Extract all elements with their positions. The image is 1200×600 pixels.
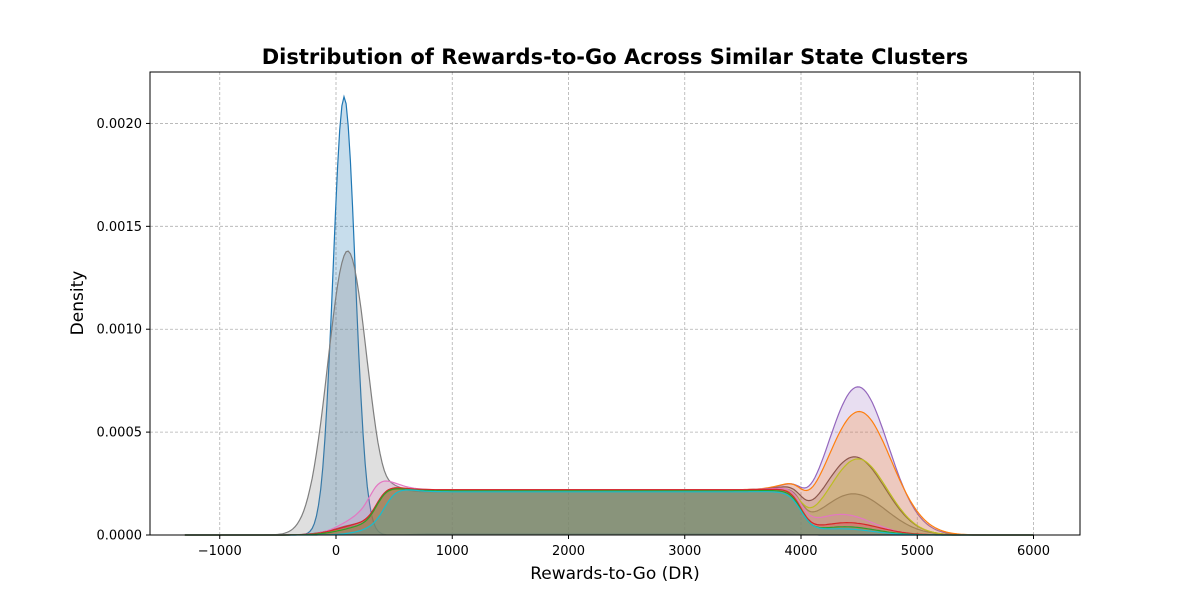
y-tick-label: 0.0010 [97,323,143,338]
kde-area-6 [184,481,1034,535]
y-axis-label: Density [68,271,88,336]
x-tick-label: 3000 [668,544,701,559]
y-tick-label: 0.0020 [97,117,143,132]
kde-area-1 [184,251,1034,535]
kde-area-2 [184,386,1034,535]
kde-line-8 [184,488,1034,536]
y-tick-label: 0.0015 [97,220,143,235]
kde-line-7 [184,487,1034,536]
kde-area-0 [184,96,1034,535]
kde-area-7 [184,487,1034,535]
kde-area-4 [184,456,1034,535]
chart-title: Distribution of Rewards-to-Go Across Sim… [262,45,969,69]
y-axis-ticks: 0.0000 0.0005 0.0010 0.0015 0.0020 [97,117,150,544]
kde-area-5 [184,458,1034,535]
x-tick-label: 4000 [784,544,817,559]
kde-area-9 [184,490,1034,535]
kde-area-3 [184,411,1034,535]
plot-frame [149,71,1081,536]
x-tick-label: 2000 [552,544,585,559]
kde-series-layer [184,94,1034,536]
x-tick-label: 1000 [436,544,469,559]
x-tick-label: 6000 [1017,544,1050,559]
y-tick-label: 0.0005 [97,426,143,441]
x-tick-label: 0 [332,544,340,559]
kde-area-8 [184,488,1034,535]
x-tick-label: −1000 [198,544,242,559]
x-axis-label: Rewards-to-Go (DR) [530,564,700,584]
y-tick-label: 0.0000 [97,529,143,544]
x-axis-ticks: −1000 0 1000 2000 3000 4000 5000 6000 [198,535,1050,559]
grid-lines [150,72,1080,536]
x-tick-label: 5000 [901,544,934,559]
kde-line-0 [184,94,1034,536]
